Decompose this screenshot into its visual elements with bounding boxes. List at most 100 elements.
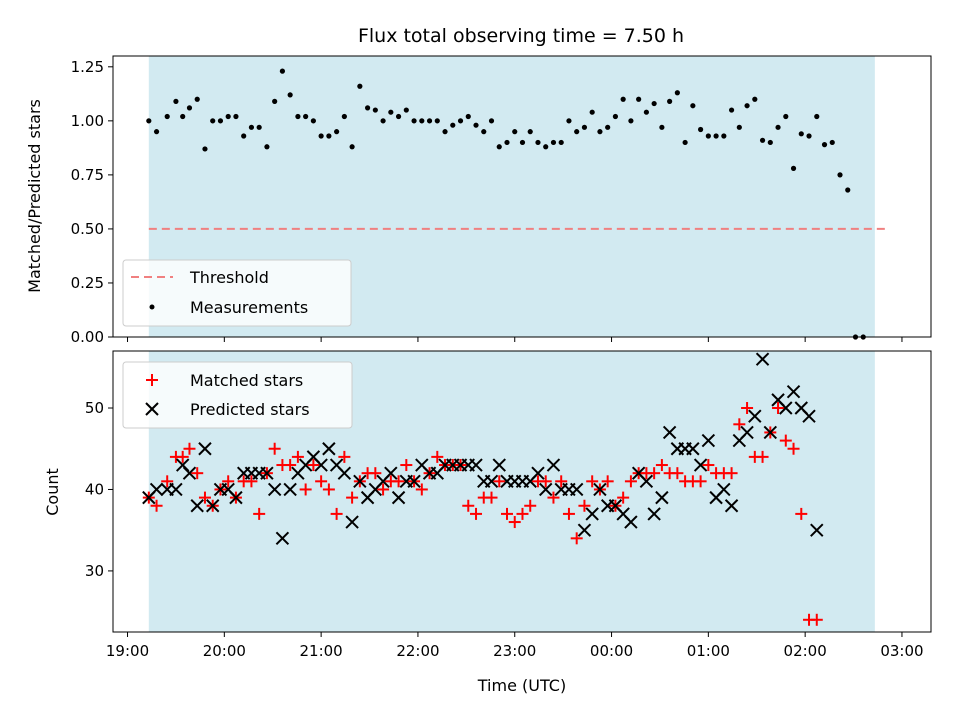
matched-star-point: [562, 507, 575, 520]
measurement-point: [783, 113, 789, 120]
measurement-point: [674, 90, 680, 96]
ratio-legend-box: [122, 259, 352, 327]
measurement-point: [473, 122, 479, 128]
y-tick-label: 40: [85, 480, 104, 498]
predicted-star-point: [337, 466, 352, 480]
measurement-point: [233, 113, 239, 120]
matched-star-point: [330, 507, 343, 520]
measurement-point: [264, 144, 270, 150]
matched-star-point: [547, 491, 560, 504]
measurement-point: [388, 109, 394, 115]
measurement-point: [744, 103, 750, 109]
matched-star-point: [462, 499, 475, 512]
measurement-point: [434, 118, 440, 124]
measurement-point: [527, 129, 533, 135]
measurement-point: [153, 129, 160, 135]
predicted-star-point: [802, 409, 816, 423]
predicted-star-point: [531, 466, 545, 480]
measurement-point: [357, 83, 363, 89]
matched-star-point: [392, 475, 405, 488]
matched-star-point: [624, 475, 637, 488]
x-tick-label: 22:00: [396, 642, 439, 660]
x-axis-label: Time (UTC): [477, 676, 566, 695]
measurement-point: [814, 113, 820, 120]
measurement-point: [574, 129, 580, 135]
ratio-x-ticks: [127, 337, 903, 342]
legend-matched-label: Matched stars: [190, 371, 303, 390]
measurement-point: [202, 146, 208, 152]
measurement-point: [318, 133, 324, 139]
measurement-point: [845, 187, 851, 193]
measurement-point: [535, 139, 541, 146]
x-tick-label: 00:00: [590, 642, 633, 660]
measurement-point: [829, 139, 835, 146]
predicted-star-point: [198, 442, 212, 456]
predicted-star-point: [322, 442, 336, 456]
predicted-star-point: [149, 482, 164, 497]
matched-star-point: [431, 450, 444, 463]
measurement-point: [186, 105, 193, 111]
matched-star-point: [268, 442, 281, 455]
predicted-star-point: [190, 499, 204, 513]
predicted-star-point: [182, 466, 197, 480]
matched-star-point: [299, 483, 312, 496]
predicted-star-point: [391, 490, 406, 505]
measurement-point: [241, 133, 247, 139]
matched-stars-points: [142, 402, 823, 626]
measurement-point: [442, 129, 448, 135]
matched-star-point: [741, 402, 754, 415]
predicted-star-point: [345, 515, 359, 529]
y-tick-label: 1.25: [71, 58, 104, 76]
measurement-point: [705, 133, 711, 139]
matched-star-point: [539, 475, 552, 488]
y-tick-label: 30: [85, 562, 104, 580]
measurement-point: [550, 139, 557, 146]
measurement-point: [581, 124, 588, 130]
measurement-point: [628, 118, 634, 124]
matched-star-point: [671, 467, 684, 480]
predicted-star-point: [267, 482, 282, 497]
measurement-point: [713, 133, 719, 139]
matched-star-point: [787, 442, 800, 455]
measurement-point: [806, 133, 812, 139]
matched-star-point: [284, 459, 297, 472]
measurement-point: [597, 129, 603, 135]
matched-star-point: [733, 418, 746, 431]
matched-star-point: [222, 475, 235, 488]
measurement-point: [752, 96, 758, 102]
measurement-point: [326, 133, 332, 139]
matched-star-point: [508, 516, 521, 529]
measurement-point: [164, 113, 170, 120]
ratio-axes-frame: [112, 55, 932, 338]
predicted-star-point: [755, 352, 770, 366]
legend-matched-swatch: [146, 374, 158, 386]
measurement-point: [419, 118, 425, 124]
x-tick-label: 01:00: [687, 642, 730, 660]
predicted-star-point: [206, 499, 220, 513]
x-tick-label: 02:00: [784, 642, 827, 660]
measurement-point: [334, 129, 340, 135]
predicted-star-point: [260, 466, 274, 480]
predicted-star-point: [717, 482, 731, 497]
measurement-point: [372, 107, 378, 113]
matched-star-point: [400, 459, 413, 472]
measurement-point: [450, 122, 456, 128]
matched-star-point: [322, 483, 335, 496]
predicted-star-point: [577, 523, 592, 537]
matched-star-point: [307, 459, 320, 472]
measurement-point: [457, 118, 464, 124]
predicted-star-point: [639, 474, 654, 489]
legend-predicted-label: Predicted stars: [190, 400, 310, 419]
measurement-point: [349, 144, 355, 150]
matched-star-point: [648, 467, 661, 480]
measurement-point: [651, 100, 657, 107]
x-tick-label: 19:00: [106, 642, 149, 660]
ratio-y-axis-label: Matched/Predicted stars: [25, 99, 44, 293]
measurement-point: [620, 96, 626, 102]
legend-predicted-swatch: [145, 402, 159, 416]
predicted-star-point: [275, 531, 290, 546]
measurement-point: [512, 129, 518, 135]
measurement-point: [837, 172, 843, 178]
predicted-star-point: [546, 458, 561, 472]
matched-star-point: [586, 475, 599, 488]
